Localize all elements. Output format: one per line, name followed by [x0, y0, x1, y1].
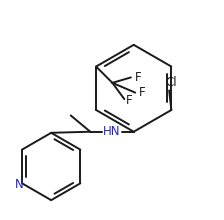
- Text: HN: HN: [103, 125, 121, 138]
- Text: F: F: [126, 94, 133, 107]
- Text: N: N: [15, 178, 24, 191]
- Text: F: F: [139, 86, 146, 99]
- Text: F: F: [135, 71, 141, 84]
- Text: Cl: Cl: [166, 76, 177, 89]
